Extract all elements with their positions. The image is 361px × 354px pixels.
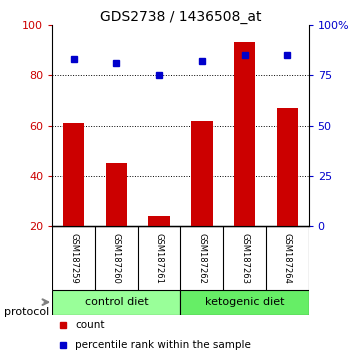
Text: ketogenic diet: ketogenic diet xyxy=(205,297,284,307)
Bar xyxy=(63,123,84,227)
Bar xyxy=(191,121,213,227)
Title: GDS2738 / 1436508_at: GDS2738 / 1436508_at xyxy=(100,10,261,24)
Text: GSM187263: GSM187263 xyxy=(240,233,249,284)
Text: control diet: control diet xyxy=(84,297,148,307)
Text: GSM187262: GSM187262 xyxy=(197,233,206,284)
Text: GSM187259: GSM187259 xyxy=(69,233,78,284)
Bar xyxy=(234,42,255,227)
Bar xyxy=(148,216,170,227)
Text: GSM187261: GSM187261 xyxy=(155,233,164,284)
Bar xyxy=(52,290,180,315)
Text: percentile rank within the sample: percentile rank within the sample xyxy=(75,340,251,350)
Text: count: count xyxy=(75,320,105,330)
Text: protocol: protocol xyxy=(4,307,49,317)
Bar xyxy=(106,164,127,227)
Bar xyxy=(180,290,309,315)
Bar xyxy=(277,108,298,227)
Text: GSM187264: GSM187264 xyxy=(283,233,292,284)
Text: GSM187260: GSM187260 xyxy=(112,233,121,284)
